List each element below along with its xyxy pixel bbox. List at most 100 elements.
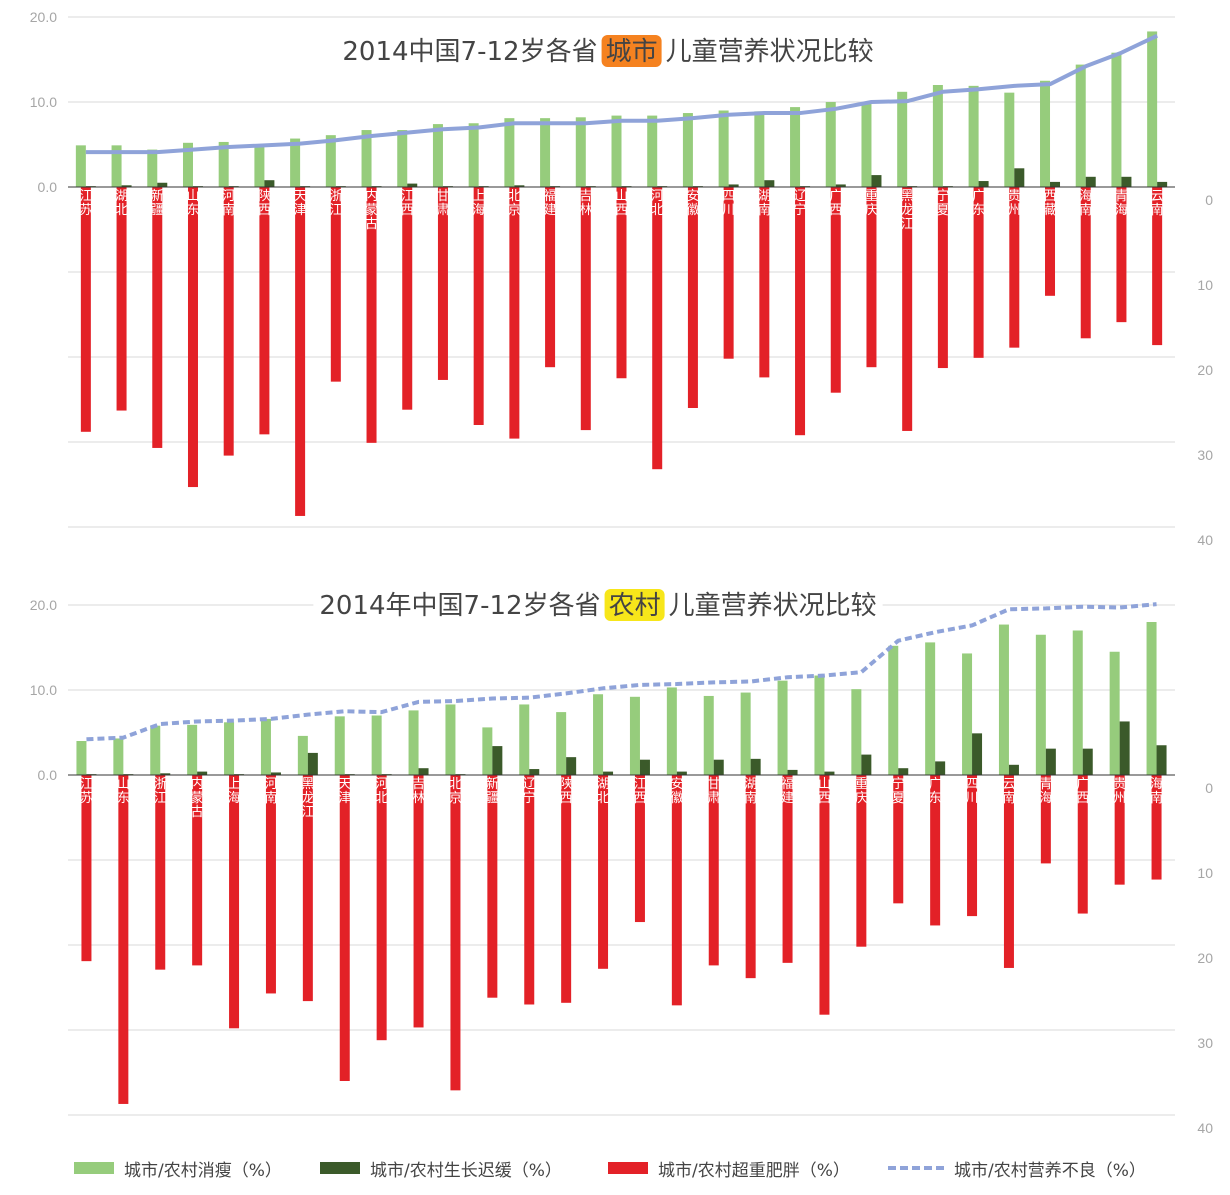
- title-background: [313, 590, 883, 624]
- legend: 城市/农村消瘦（%） 城市/农村生长迟缓（%） 城市/农村超重肥胖（%） 城市/…: [0, 1150, 1230, 1186]
- bar: [1072, 630, 1083, 775]
- category-char: 河: [222, 189, 235, 204]
- right-tick-label: 20: [1197, 362, 1213, 378]
- bar: [652, 187, 663, 470]
- bar: [1003, 775, 1014, 968]
- bar: [861, 754, 872, 775]
- category-label: 甘肃: [707, 777, 720, 806]
- right-tick-label: 20: [1197, 950, 1213, 966]
- category-char: 东: [929, 791, 942, 806]
- category-char: 庆: [865, 203, 878, 218]
- category-label: 上海: [472, 189, 485, 218]
- category-label: 陕西: [560, 777, 573, 806]
- category-char: 浙: [329, 189, 342, 204]
- bar: [1147, 31, 1158, 188]
- title-highlight-box: [601, 35, 662, 67]
- category-char: 北: [449, 777, 462, 792]
- category-char: 疆: [486, 791, 499, 806]
- bar: [1111, 52, 1122, 188]
- category-label: 山东: [186, 189, 199, 218]
- bar: [1156, 745, 1167, 775]
- bar: [967, 775, 978, 917]
- category-char: 甘: [436, 189, 449, 204]
- bar: [629, 696, 640, 775]
- bar: [925, 642, 936, 775]
- chart-canvas: 20.010.00.0010203040江苏湖北新疆山东河南陕西天津浙江内蒙古江…: [30, 9, 1213, 1136]
- legend-label-malnutrition: 城市/农村营养不良（%）: [954, 1160, 1146, 1181]
- series-0: [76, 622, 1157, 775]
- bar: [566, 757, 577, 775]
- chart-title-part: 儿童营养状况比较: [666, 37, 874, 67]
- bar: [998, 624, 1009, 775]
- bar: [634, 775, 645, 923]
- category-char: 江: [80, 777, 93, 792]
- bar: [473, 187, 484, 425]
- category-char: 河: [375, 777, 388, 792]
- category-char: 州: [1113, 791, 1126, 806]
- category-char: 青: [1039, 777, 1052, 792]
- category-label: 安徽: [670, 777, 683, 806]
- category-char: 宁: [794, 202, 807, 218]
- category-char: 南: [1079, 202, 1092, 218]
- bar: [1008, 764, 1019, 775]
- series-line: [86, 602, 1157, 742]
- bar: [1157, 181, 1168, 187]
- category-label: 西藏: [1044, 189, 1057, 218]
- bar: [973, 187, 984, 358]
- bar: [819, 775, 830, 1015]
- bar: [718, 110, 729, 187]
- series-1: [86, 721, 1167, 775]
- bar: [540, 118, 551, 187]
- bar: [1040, 80, 1051, 187]
- category-label: 贵州: [1113, 777, 1126, 806]
- bar: [1119, 721, 1130, 775]
- category-char: 安: [670, 777, 683, 792]
- bar: [259, 187, 270, 435]
- category-label: 河南: [222, 189, 235, 218]
- bar: [418, 768, 429, 775]
- bar: [713, 759, 724, 775]
- category-char: 天: [294, 189, 307, 204]
- category-char: 云: [1002, 777, 1015, 792]
- category-char: 重: [865, 188, 878, 204]
- bar: [264, 180, 275, 187]
- legend-swatch-stunting: [320, 1162, 360, 1174]
- category-char: 川: [722, 203, 735, 218]
- category-char: 黑: [901, 189, 914, 204]
- category-char: 林: [579, 203, 592, 218]
- bar: [745, 775, 756, 979]
- category-label: 吉林: [579, 189, 592, 218]
- category-char: 川: [966, 791, 979, 806]
- category-char: 海: [1150, 777, 1163, 792]
- category-char: 内: [191, 776, 204, 792]
- bar: [682, 113, 693, 187]
- bar: [835, 184, 846, 187]
- category-label: 甘肃: [436, 189, 449, 218]
- category-char: 吉: [412, 777, 425, 792]
- category-char: 西: [1076, 791, 1089, 806]
- bar: [728, 184, 739, 187]
- category-char: 徽: [670, 791, 683, 806]
- left-tick-label: 20.0: [30, 9, 57, 25]
- bar: [1045, 748, 1056, 775]
- legend-item-malnutrition: 城市/农村营养不良（%）: [888, 1158, 1146, 1181]
- bar: [445, 704, 456, 775]
- left-tick-label: 10.0: [30, 682, 57, 698]
- category-char: 吉: [579, 189, 592, 204]
- bar: [113, 738, 124, 775]
- bar: [708, 775, 719, 966]
- bar: [361, 130, 372, 187]
- bar: [978, 181, 989, 187]
- bar: [192, 775, 203, 966]
- right-tick-label: 40: [1197, 1120, 1213, 1136]
- category-char: 庆: [855, 791, 868, 806]
- bar: [750, 758, 761, 775]
- category-char: 北: [115, 203, 128, 218]
- category-char: 宁: [892, 776, 905, 792]
- category-label: 上海: [228, 777, 241, 806]
- category-char: 安: [686, 189, 699, 204]
- category-char: 宁: [523, 790, 536, 806]
- bar: [580, 187, 591, 431]
- bar: [968, 85, 979, 187]
- category-label: 海南: [1079, 189, 1092, 218]
